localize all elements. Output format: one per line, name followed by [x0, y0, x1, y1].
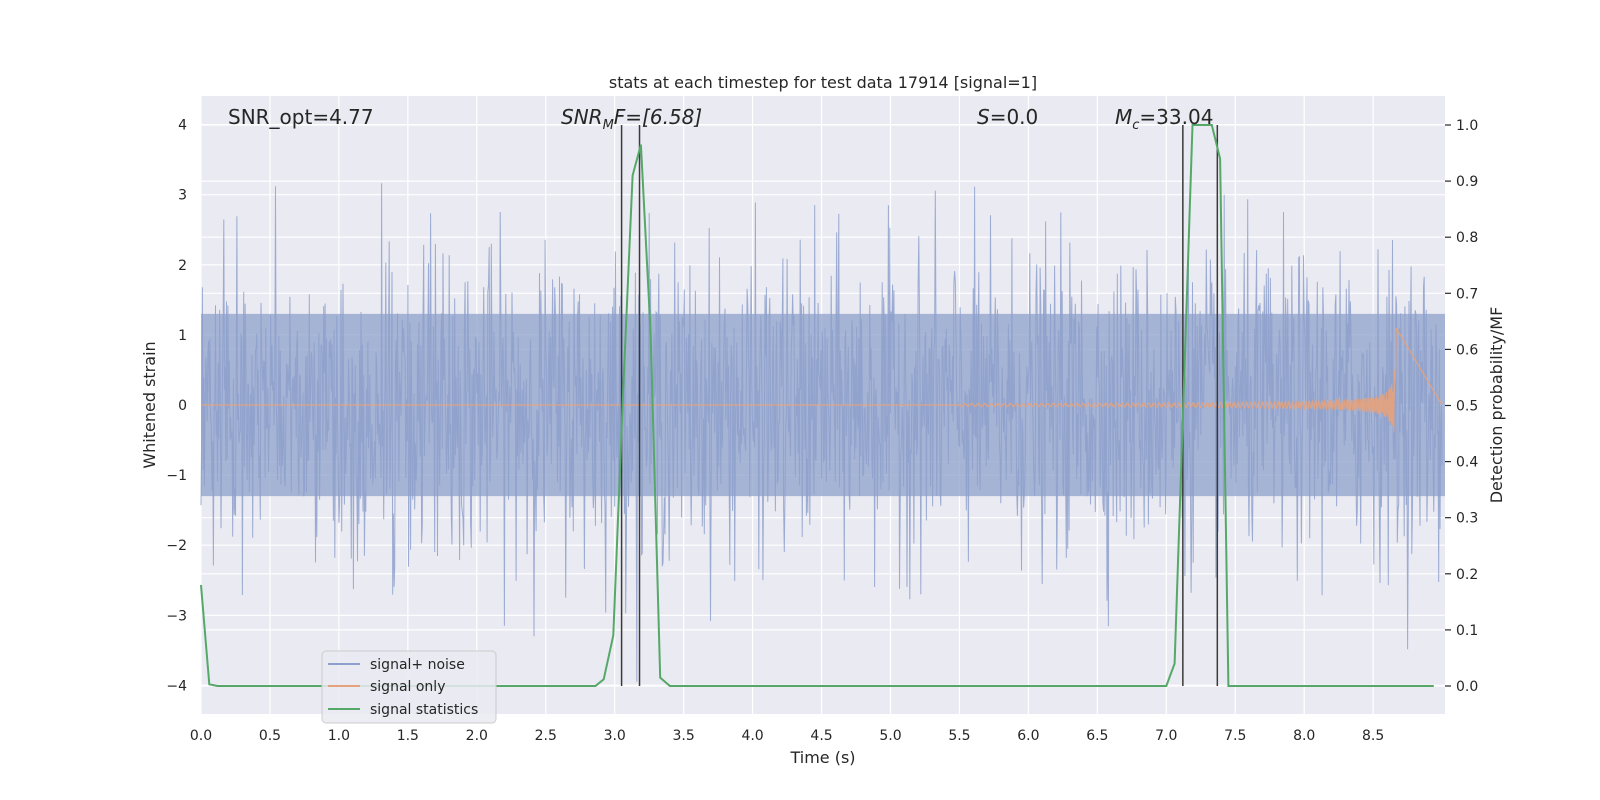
y-tick-label-right: 0.3	[1456, 511, 1478, 527]
annotation-snr-opt: SNR_opt=4.77	[228, 105, 374, 129]
noise-trace	[200, 183, 1443, 682]
x-tick-label: 3.0	[604, 728, 626, 744]
y-axis-label-right: Detection probability/MF	[1487, 307, 1506, 504]
y-tick-label-left: 1	[178, 328, 187, 344]
y-tick-label-left: 3	[178, 188, 187, 204]
x-tick-label: 4.0	[741, 728, 763, 744]
y-ticks-right: 0.0 0.1 0.2 0.3 0.4 0.5 0.6 0.7 0.8 0.9 1.0	[1445, 118, 1478, 695]
y-tick-label-right: 1.0	[1456, 118, 1478, 134]
y-tick-label-right: 0.2	[1456, 567, 1478, 583]
y-tick-label-left: 4	[178, 118, 187, 134]
y-tick-label-left: −4	[166, 678, 187, 694]
annotation-s: S=0.0	[977, 105, 1038, 129]
x-tick-label: 1.0	[328, 728, 350, 744]
annotation-snr-mf-f: F=[6.58]	[614, 105, 702, 129]
x-tick-label: 8.5	[1362, 728, 1384, 744]
legend-box	[321, 650, 497, 724]
x-tick-label: 8.0	[1293, 728, 1315, 744]
x-tick-label: 3.5	[673, 728, 695, 744]
x-tick-label: 2.0	[466, 728, 488, 744]
chart-title: stats at each timestep for test data 179…	[609, 73, 1037, 92]
y-tick-label-right: 0.8	[1456, 230, 1478, 246]
x-ticks: 0.0 0.5 1.0 1.5 2.0 2.5 3.0 3.5 4.0 4.5 5.0 5.5 6.0 6…	[190, 728, 1384, 744]
y-tick-label-right: 0.4	[1456, 455, 1478, 471]
x-tick-label: 5.0	[879, 728, 901, 744]
legend-label-signal-noise: signal+ noise	[370, 657, 465, 673]
x-tick-label: 1.5	[397, 728, 419, 744]
x-tick-label: 5.5	[948, 728, 970, 744]
y-tick-label-right: 0.1	[1456, 623, 1478, 639]
x-tick-label: 7.5	[1224, 728, 1246, 744]
y-tick-label-left: −1	[166, 468, 187, 484]
annotation-mc: Mc=33.04	[1115, 105, 1213, 133]
legend-label-signal-statistics: signal statistics	[370, 702, 478, 718]
x-tick-label: 7.0	[1155, 728, 1177, 744]
signal-only-trace	[201, 328, 1443, 432]
y-axis-label-left: Whitened strain	[140, 341, 159, 468]
y-tick-label-left: −3	[166, 608, 187, 624]
x-tick-label: 6.0	[1017, 728, 1039, 744]
legend-label-signal-only: signal only	[370, 679, 445, 695]
x-tick-label: 4.5	[810, 728, 832, 744]
y-tick-label-right: 0.5	[1456, 399, 1478, 415]
x-tick-label: 0.0	[190, 728, 212, 744]
y-tick-label-right: 0.9	[1456, 174, 1478, 190]
x-tick-label: 0.5	[259, 728, 281, 744]
series-signal-only	[201, 328, 1443, 432]
legend: signal+ noise signal only signal statist…	[321, 650, 497, 724]
y-tick-label-right: 0.6	[1456, 342, 1478, 358]
y-ticks-left: −4 −3 −2 −1 0 1 2 3 4	[166, 118, 187, 695]
y-tick-label-right: 0.0	[1456, 679, 1478, 695]
annotation-snr-mf: SNRMF=[6.58]	[561, 105, 702, 133]
y-tick-label-right: 0.7	[1456, 286, 1478, 302]
x-tick-label: 6.5	[1086, 728, 1108, 744]
y-tick-label-left: 2	[178, 258, 187, 274]
y-tick-label-left: 0	[178, 398, 187, 414]
x-axis-label: Time (s)	[789, 748, 855, 767]
y-tick-label-left: −2	[166, 538, 187, 554]
x-tick-label: 2.5	[535, 728, 557, 744]
